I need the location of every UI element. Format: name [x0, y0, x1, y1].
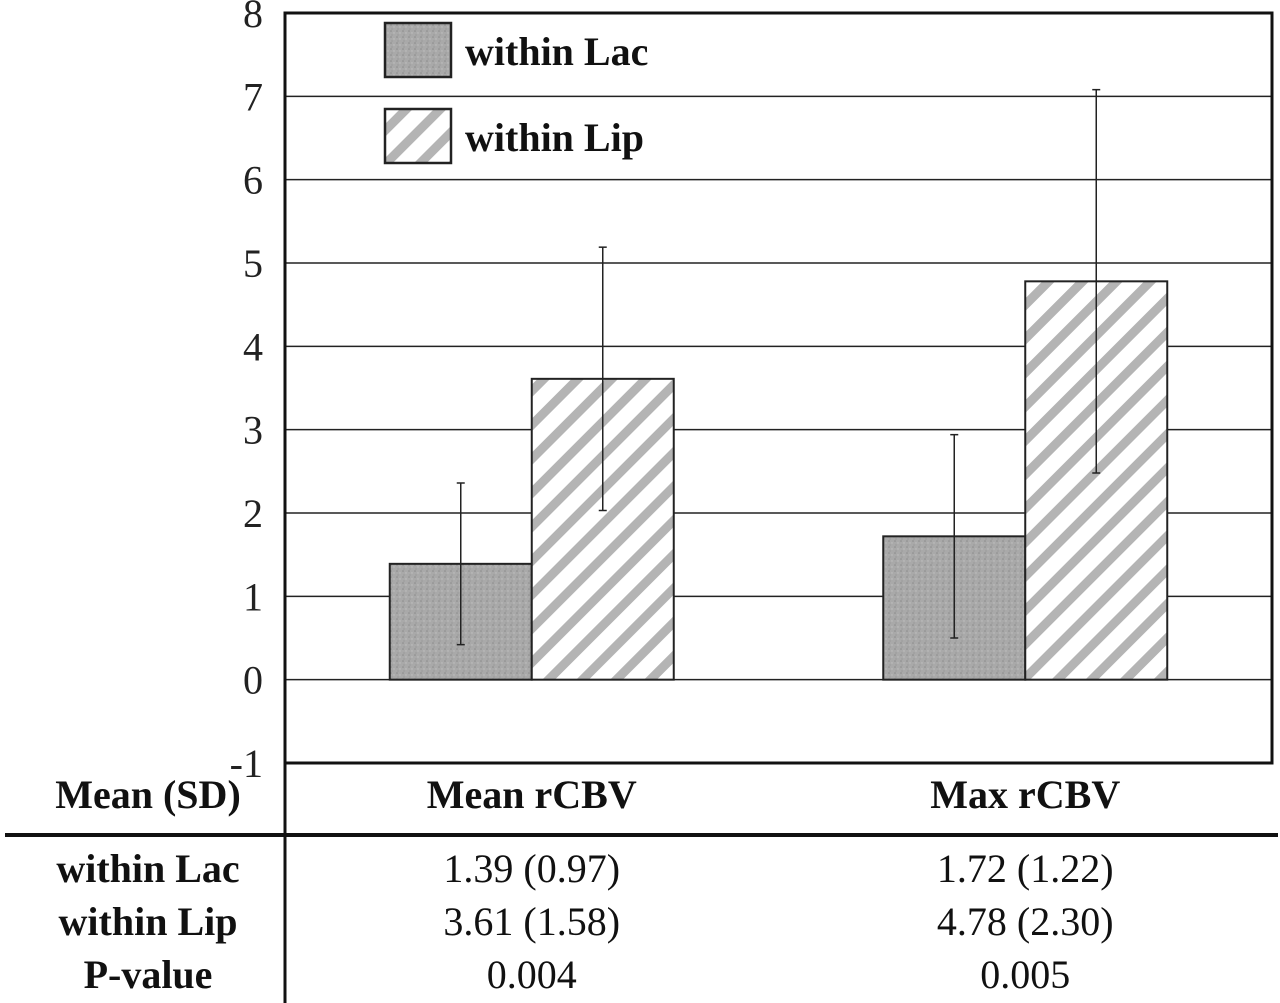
legend-swatch: [383, 107, 453, 165]
error-bars: [456, 88, 1101, 646]
y-tick-label: 4: [243, 324, 263, 369]
y-tick-label: 0: [243, 658, 263, 703]
legend: within Lac within Lip: [383, 21, 648, 165]
table-cell: 4.78 (2.30): [937, 899, 1114, 944]
summary-table: Mean (SD) Mean rCBV Max rCBV within Lac 1.39…: [5, 763, 1278, 1003]
table-row-label: within Lip: [59, 899, 238, 944]
y-tick-label: 6: [243, 158, 263, 203]
table-header-cell: Mean rCBV: [427, 772, 637, 817]
y-tick-label: -1: [230, 741, 263, 786]
table-row-label: P-value: [84, 952, 213, 997]
table-header-cell: Max rCBV: [930, 772, 1120, 817]
plot-frame: [283, 11, 1274, 765]
table-cell: 3.61 (1.58): [443, 899, 620, 944]
legend-label: within Lip: [465, 115, 644, 160]
y-axis: -1 0 1 2 3 4 5 6 7 8: [230, 0, 263, 786]
table-cell: 0.004: [487, 952, 577, 997]
bar: [1024, 280, 1169, 681]
bars: [388, 280, 1169, 681]
table-cell: 1.72 (1.22): [937, 846, 1114, 891]
y-tick-label: 1: [243, 574, 263, 619]
y-tick-label: 3: [243, 408, 263, 453]
legend-label: within Lac: [465, 29, 648, 74]
y-tick-label: 7: [243, 74, 263, 119]
table-cell: 1.39 (0.97): [443, 846, 620, 891]
y-tick-label: 5: [243, 241, 263, 286]
y-tick-label: 2: [243, 491, 263, 536]
table-header-cell: Mean (SD): [55, 772, 241, 817]
plot-border: [283, 11, 1274, 765]
y-tick-label: 8: [243, 0, 263, 36]
legend-swatch: [383, 21, 453, 79]
table-row-label: within Lac: [56, 846, 239, 891]
table-cell: 0.005: [980, 952, 1070, 997]
